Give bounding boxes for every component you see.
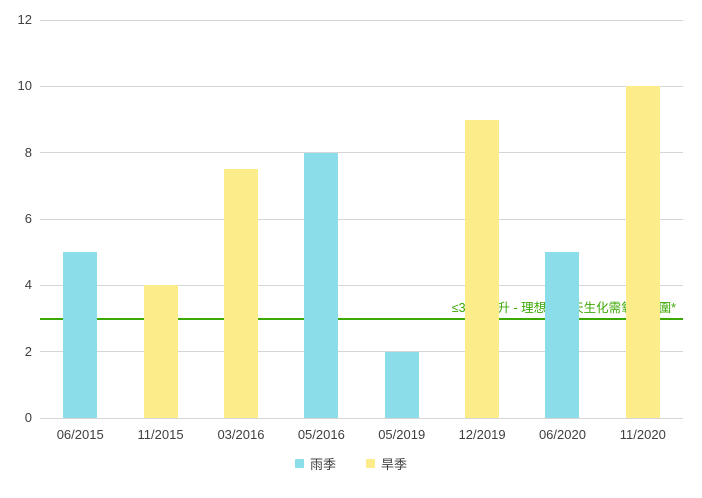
x-axis-tick-label: 11/2015 (137, 427, 184, 442)
bar-05-2016[interactable] (304, 152, 339, 418)
x-axis-tick-label: 05/2019 (378, 427, 426, 442)
gridline (40, 351, 683, 353)
gridline (40, 417, 683, 419)
y-axis-tick-label: 10 (17, 78, 32, 94)
x-axis-tick-label: 05/2016 (297, 427, 345, 442)
legend-label: 旱季 (381, 457, 408, 472)
legend: 雨季 旱季 (0, 454, 702, 473)
bar-11-2020[interactable] (625, 86, 660, 418)
gridline (40, 152, 683, 154)
y-axis-tick-label: 12 (17, 12, 32, 27)
bar-06-2020[interactable] (545, 252, 580, 418)
plot-area: ≤3 毫克/升 - 理想的五天生化需氧量範圍* (40, 19, 683, 419)
x-axis-tick-label: 11/2020 (619, 427, 666, 442)
y-axis-tick-label: 8 (24, 144, 32, 160)
bar-03-2016[interactable] (223, 169, 258, 418)
gridline (40, 218, 683, 220)
bar-06-2015[interactable] (63, 252, 98, 418)
gridline (40, 85, 683, 87)
y-axis-tick-label: 0 (24, 410, 32, 425)
x-axis-tick-label: 06/2015 (56, 427, 104, 442)
x-axis-tick-label: 03/2016 (217, 427, 265, 442)
legend-item-雨季[interactable]: 雨季 (294, 454, 336, 473)
legend-item-旱季[interactable]: 旱季 (366, 454, 407, 473)
bar-11-2015[interactable] (143, 285, 178, 418)
gridline (40, 19, 683, 21)
y-axis-tick-label: 2 (24, 343, 32, 359)
y-axis-tick-label: 6 (24, 211, 32, 226)
reference-line (40, 317, 683, 320)
x-axis-tick-label: 12/2019 (458, 427, 506, 442)
legend-label: 雨季 (309, 457, 336, 472)
legend-marker (366, 459, 375, 468)
x-axis-tick-label: 06/2020 (538, 427, 586, 442)
bar-12-2019[interactable] (465, 119, 500, 418)
bar-05-2019[interactable] (384, 351, 419, 418)
legend-marker (294, 459, 304, 468)
y-axis-tick-label: 4 (24, 277, 32, 293)
gridline (40, 284, 683, 286)
